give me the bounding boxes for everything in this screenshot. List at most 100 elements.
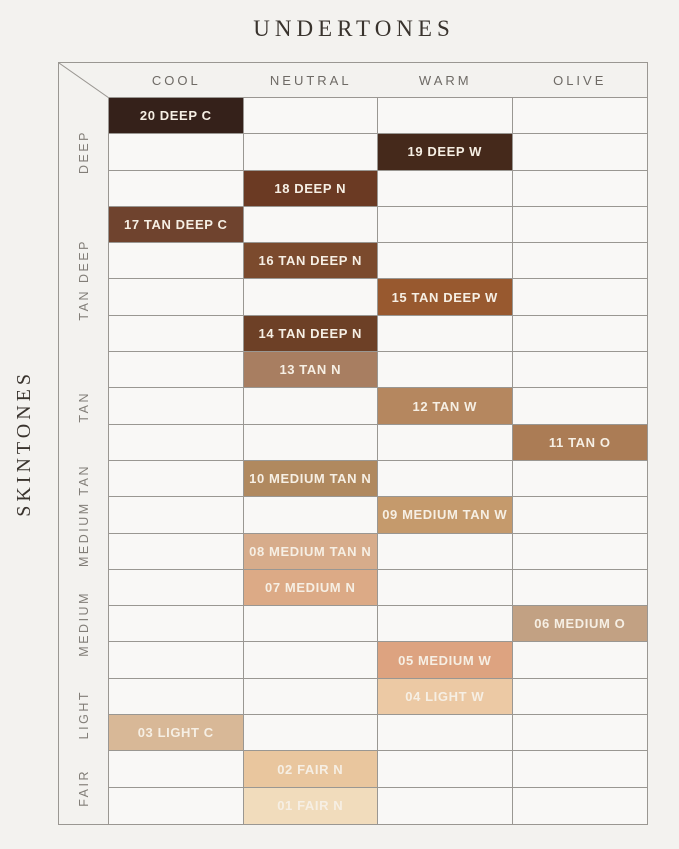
shade-label: 14 TAN DEEP N xyxy=(258,325,362,341)
shade-label: 01 FAIR N xyxy=(277,798,344,814)
shade-cell: 17 TAN DEEP C xyxy=(109,206,244,244)
shade-cell: 11 TAN O xyxy=(512,424,647,461)
empty-cell xyxy=(512,460,647,498)
empty-cell xyxy=(512,715,647,752)
shade-label: 15 TAN DEEP W xyxy=(391,289,498,305)
shade-label: 11 TAN O xyxy=(548,434,611,450)
skintone-group-label: TAN DEEP xyxy=(59,207,108,352)
empty-cell xyxy=(378,424,513,461)
shade-matrix: COOL NEUTRAL WARM OLIVE DEEP TAN DEEP TAN M… xyxy=(58,62,648,825)
empty-cell xyxy=(378,606,513,643)
empty-cell xyxy=(243,606,378,643)
empty-cell xyxy=(243,206,378,244)
shade-cell: 02 FAIR N xyxy=(243,751,378,788)
shade-label: 16 TAN DEEP N xyxy=(258,253,362,269)
empty-cell xyxy=(512,678,647,716)
empty-cell xyxy=(512,352,647,389)
column-header-neutral: NEUTRAL xyxy=(269,72,352,88)
empty-cell xyxy=(109,497,244,534)
undertone-header-row: COOL NEUTRAL WARM OLIVE xyxy=(109,63,647,98)
empty-cell xyxy=(378,243,513,280)
empty-cell xyxy=(378,751,513,788)
empty-cell xyxy=(512,98,647,135)
empty-cell xyxy=(378,352,513,389)
empty-cell xyxy=(512,751,647,788)
empty-cell xyxy=(243,134,378,171)
empty-cell xyxy=(378,533,513,570)
empty-cell xyxy=(378,98,513,135)
skintone-group-label: FAIR xyxy=(59,751,108,824)
shade-cell: 07 MEDIUM N xyxy=(243,569,378,607)
skintone-groups: DEEP TAN DEEP TAN MEDIUM TAN MEDIUM LIGHT FAIR xyxy=(59,98,109,824)
shade-label: 07 MEDIUM N xyxy=(265,580,356,596)
skintone-group-label-text: LIGHT xyxy=(76,690,91,740)
column-header-cool: COOL xyxy=(151,72,201,88)
empty-cell xyxy=(109,243,244,280)
column-header-olive: OLIVE xyxy=(553,72,607,88)
empty-cell xyxy=(109,569,244,607)
shade-grid: 20 DEEP C 19 DEEP W 18 DEEP N 17 TAN DEEP C… xyxy=(109,98,647,824)
diagonal-divider-line xyxy=(59,63,109,98)
y-axis-title-text: SKINTONES xyxy=(12,370,35,517)
empty-cell xyxy=(512,497,647,534)
shade-label: 19 DEEP W xyxy=(407,144,483,160)
empty-cell xyxy=(512,170,647,207)
y-axis-title: SKINTONES xyxy=(6,62,42,825)
chart-title: UNDERTONES xyxy=(253,16,455,41)
empty-cell xyxy=(109,533,244,570)
shade-label: 05 MEDIUM W xyxy=(398,652,492,668)
shade-cell: 14 TAN DEEP N xyxy=(243,315,378,353)
shade-cell: 09 MEDIUM TAN W xyxy=(378,497,513,534)
shade-cell: 18 DEEP N xyxy=(243,170,378,207)
empty-cell xyxy=(109,751,244,788)
shade-label: 02 FAIR N xyxy=(277,761,344,777)
skintone-group-label: DEEP xyxy=(59,98,108,207)
empty-cell xyxy=(243,715,378,752)
shade-label: 06 MEDIUM O xyxy=(534,616,626,632)
skintone-group-label: MEDIUM xyxy=(59,570,108,679)
empty-cell xyxy=(243,678,378,716)
empty-cell xyxy=(512,206,647,244)
empty-cell xyxy=(109,388,244,425)
empty-cell xyxy=(378,206,513,244)
skintone-group-label: MEDIUM TAN xyxy=(59,461,108,570)
skintone-group-label: TAN xyxy=(59,352,108,461)
shade-cell: 03 LIGHT C xyxy=(109,715,244,752)
empty-cell xyxy=(243,424,378,461)
empty-cell xyxy=(109,642,244,679)
shade-cell: 15 TAN DEEP W xyxy=(378,279,513,316)
empty-cell xyxy=(378,460,513,498)
shade-cell: 10 MEDIUM TAN N xyxy=(243,460,378,498)
empty-cell xyxy=(512,642,647,679)
shade-label: 03 LIGHT C xyxy=(137,725,214,741)
empty-cell xyxy=(512,134,647,171)
empty-cell xyxy=(378,715,513,752)
empty-cell xyxy=(512,533,647,570)
skintone-group-label-text: MEDIUM xyxy=(76,591,91,658)
shade-cell: 08 MEDIUM TAN N xyxy=(243,533,378,570)
shade-cell: 01 FAIR N xyxy=(243,787,378,824)
empty-cell xyxy=(512,388,647,425)
shade-cell: 16 TAN DEEP N xyxy=(243,243,378,280)
empty-cell xyxy=(378,315,513,353)
empty-cell xyxy=(109,678,244,716)
skintone-group-label: LIGHT xyxy=(59,679,108,752)
column-header-warm: WARM xyxy=(418,72,472,88)
empty-cell xyxy=(109,460,244,498)
shade-label: 08 MEDIUM TAN N xyxy=(249,543,372,559)
empty-cell xyxy=(243,388,378,425)
empty-cell xyxy=(512,787,647,824)
empty-cell xyxy=(109,606,244,643)
corner-cell xyxy=(59,63,109,98)
shade-cell: 05 MEDIUM W xyxy=(378,642,513,679)
empty-cell xyxy=(109,787,244,824)
shade-label: 10 MEDIUM TAN N xyxy=(249,471,372,487)
empty-cell xyxy=(512,569,647,607)
shade-label: 09 MEDIUM TAN W xyxy=(382,507,508,523)
shade-label: 18 DEEP N xyxy=(274,180,347,196)
shade-cell: 13 TAN N xyxy=(243,352,378,389)
skintone-group-label-text: DEEP xyxy=(76,130,91,175)
shade-cell: 20 DEEP C xyxy=(109,98,244,135)
shade-cell: 19 DEEP W xyxy=(378,134,513,171)
